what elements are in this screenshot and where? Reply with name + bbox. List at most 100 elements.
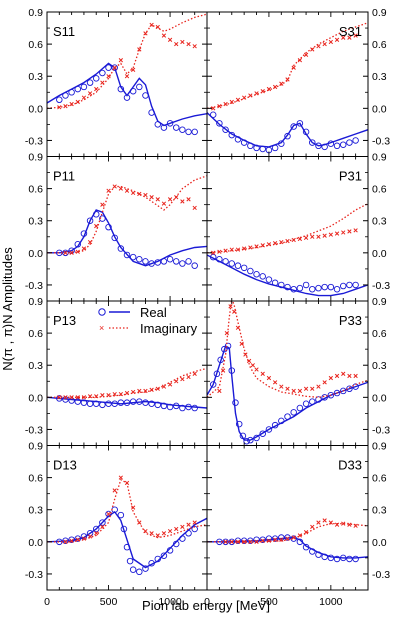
imaginary-data-point xyxy=(57,395,62,400)
y-tick-label: 0.6 xyxy=(28,473,43,485)
imaginary-data-point xyxy=(131,190,136,196)
real-data-point xyxy=(172,540,180,548)
real-data-point xyxy=(243,437,250,445)
imaginary-data-point xyxy=(254,367,259,372)
real-data-point xyxy=(117,245,125,252)
real-data-point xyxy=(234,537,242,545)
imaginary-data-point xyxy=(242,95,247,100)
real-data-point xyxy=(123,399,131,406)
y-tick-label: 0.9 xyxy=(372,296,387,308)
imaginary-data-point xyxy=(228,304,233,309)
real-data-point xyxy=(302,128,310,136)
y-tick-label: 0.0 xyxy=(28,392,43,404)
imaginary-data-point xyxy=(328,520,333,525)
real-data-point xyxy=(346,281,353,289)
real-data-point xyxy=(105,400,112,408)
y-axis-label: N(π , π)N Amplitudes xyxy=(0,247,15,371)
real-data-point xyxy=(68,89,75,96)
imaginary-data-point xyxy=(167,37,173,42)
imaginary-data-point xyxy=(223,539,228,544)
imaginary-data-point xyxy=(260,371,265,376)
imaginary-data-point xyxy=(235,325,241,330)
real-data-point xyxy=(166,256,174,263)
imaginary-data-point xyxy=(124,390,130,396)
real-data-point xyxy=(92,211,100,218)
imaginary-data-point xyxy=(341,521,346,526)
y-tick-label: 0.6 xyxy=(372,328,387,340)
real-data-point xyxy=(235,420,243,428)
imaginary-data-point xyxy=(174,379,179,384)
imaginary-data-point xyxy=(63,539,68,544)
real-data-point xyxy=(228,260,236,267)
imaginary-data-point xyxy=(161,384,167,389)
imaginary-data-point xyxy=(217,104,222,109)
imaginary-data-point xyxy=(192,44,197,49)
real-data-point xyxy=(129,566,137,573)
real-data-point xyxy=(333,285,341,293)
real-data-point xyxy=(154,121,162,128)
x-axis-label: Pion lab energy [MeV] xyxy=(142,598,270,613)
imaginary-data-point xyxy=(310,234,315,239)
panel-p13: P13 0.9 0.6 0.3 0.0 -0.3 xyxy=(25,296,208,446)
imaginary-data-point xyxy=(310,524,315,530)
real-data-point xyxy=(240,139,248,146)
real-data-point xyxy=(99,401,106,409)
imaginary-data-point xyxy=(155,386,160,391)
imaginary-data-point xyxy=(87,239,93,245)
imaginary-data-point xyxy=(347,522,352,527)
imaginary-data-point xyxy=(131,67,136,72)
imaginary-data-point xyxy=(81,246,87,251)
panel-p33: P33 0.9 0.6 0.3 0.0 -0.3 xyxy=(206,296,390,446)
real-data-point xyxy=(172,402,180,410)
real-data-point xyxy=(185,530,192,537)
real-data-point xyxy=(352,281,359,289)
imaginary-data-point xyxy=(167,382,173,387)
imaginary-data-point xyxy=(297,58,303,63)
real-data-point xyxy=(228,131,236,139)
y-tick-label: 0.3 xyxy=(372,505,387,517)
imaginary-data-point xyxy=(334,231,340,236)
real-data-point xyxy=(259,430,266,437)
imaginary-data-point xyxy=(285,238,290,244)
imaginary-data-point xyxy=(328,39,333,45)
y-tick-label: -0.3 xyxy=(372,135,390,147)
real-data-point xyxy=(74,241,82,248)
real-data-point xyxy=(253,434,260,442)
real-data-point xyxy=(222,258,229,265)
imaginary-data-point xyxy=(279,384,284,389)
real-data-point xyxy=(68,397,75,404)
imaginary-data-point xyxy=(254,539,259,544)
y-tick-label: 0.3 xyxy=(28,360,43,372)
panel-plot-area xyxy=(207,518,368,563)
y-tick-label: 0.3 xyxy=(28,216,43,228)
imaginary-data-point xyxy=(316,520,321,525)
real-data-point xyxy=(240,264,248,272)
real-data-point xyxy=(154,555,162,563)
real-data-point xyxy=(166,547,174,554)
imaginary-data-point xyxy=(254,244,259,249)
y-tick-label: 0.6 xyxy=(372,473,387,485)
real-data-point xyxy=(315,284,322,292)
real-data-point xyxy=(352,137,359,144)
real-data-point xyxy=(239,432,247,440)
imaginary-data-point xyxy=(106,393,111,398)
imaginary-data-point xyxy=(211,250,216,255)
y-tick-label: 0.0 xyxy=(28,248,43,260)
y-tick-label: 0.0 xyxy=(28,103,43,115)
imaginary-data-point xyxy=(220,368,226,373)
imaginary-data-point xyxy=(347,35,352,40)
imaginary-data-point xyxy=(217,388,222,394)
panel-d13: D13 0.9 0.6 0.3 0.0 -0.3 0 500 1000 xyxy=(25,441,208,608)
imaginary-data-point xyxy=(235,539,241,544)
imaginary-data-point xyxy=(75,537,80,542)
real-data-point xyxy=(160,124,168,131)
real-data-point xyxy=(117,85,125,93)
real-data-point xyxy=(74,535,82,542)
imaginary-data-point xyxy=(353,228,358,233)
real-data-point xyxy=(172,124,180,131)
imaginary-data-point xyxy=(57,105,62,110)
imaginary-data-point xyxy=(180,39,185,45)
imaginary-data-point xyxy=(303,530,309,535)
real-data-point xyxy=(166,403,174,411)
real-data-point xyxy=(309,548,316,555)
